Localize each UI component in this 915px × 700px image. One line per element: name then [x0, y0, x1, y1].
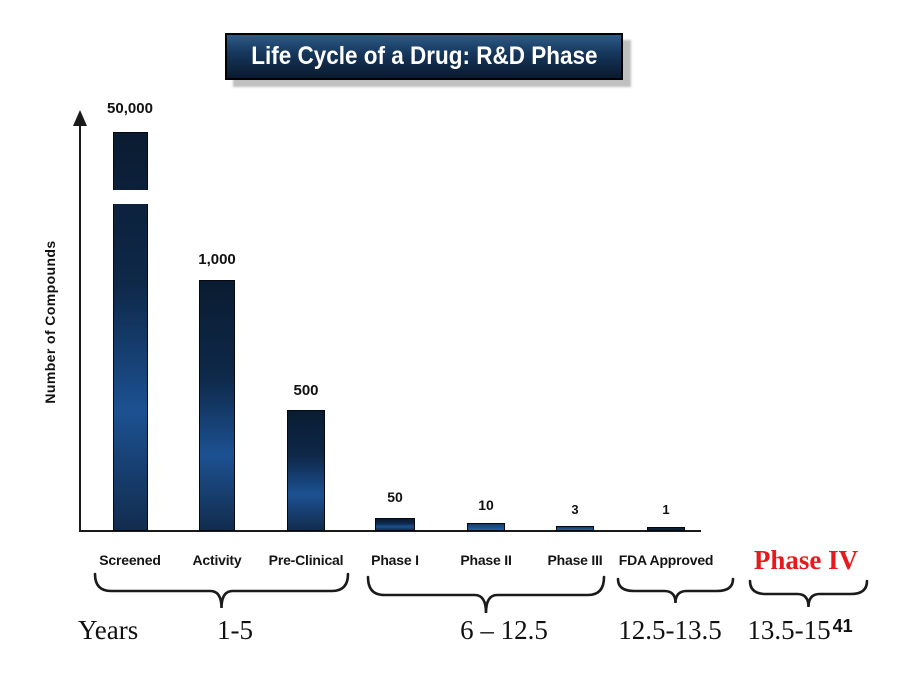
brace-2 [616, 577, 735, 604]
bar-activity [199, 280, 235, 531]
y-axis-line [79, 126, 81, 532]
x-axis-line [79, 530, 701, 532]
y-axis-arrow-icon [73, 110, 87, 126]
y-axis-title: Number of Compounds [42, 240, 58, 404]
year-range-phase-iv: 13.5-15 41 [747, 615, 853, 645]
bar-phase-ii [467, 523, 505, 531]
bar-value-label: 500 [293, 382, 319, 399]
bar-fda-approved [647, 527, 685, 531]
category-label-fda-approved: FDA Approved [618, 552, 714, 568]
year-range-phase-i-phase-ii-phase-iii: 6 – 12.5 [460, 615, 548, 645]
brace-0 [93, 572, 350, 609]
bar-value-label: 50,000 [107, 100, 153, 117]
category-label-phase-ii: Phase II [460, 552, 512, 568]
brace-1 [366, 575, 606, 614]
footnote-number: 41 [832, 616, 853, 636]
bar-phase-iii [556, 526, 594, 531]
years-row-label: Years [78, 615, 139, 645]
bar-screened [111, 132, 149, 531]
category-label-pre-clinical: Pre-Clinical [268, 552, 344, 568]
bar-value-label: 1 [662, 502, 670, 517]
category-label-phase-iv: Phase IV [753, 545, 859, 575]
axis-break-gap [111, 190, 149, 204]
bar-pre-clinical [287, 410, 325, 531]
bar-phase-i [375, 518, 415, 531]
category-label-phase-i: Phase I [371, 552, 419, 568]
slide-title: Life Cycle of a Drug: R&D Phase [250, 42, 598, 70]
brace-3 [748, 579, 869, 608]
slide-title-banner: Life Cycle of a Drug: R&D Phase [225, 33, 623, 80]
year-range-screened-activity-pre-clinical: 1-5 [217, 615, 253, 645]
category-label-activity: Activity [192, 552, 242, 568]
bar-value-label: 50 [387, 489, 403, 505]
category-label-phase-iii: Phase III [547, 552, 603, 568]
bar-value-label: 10 [478, 497, 494, 513]
bar-value-label: 3 [571, 502, 579, 517]
year-range-fda-approved: 12.5-13.5 [618, 615, 722, 645]
category-label-screened: Screened [99, 552, 161, 568]
bar-value-label: 1,000 [198, 251, 236, 268]
